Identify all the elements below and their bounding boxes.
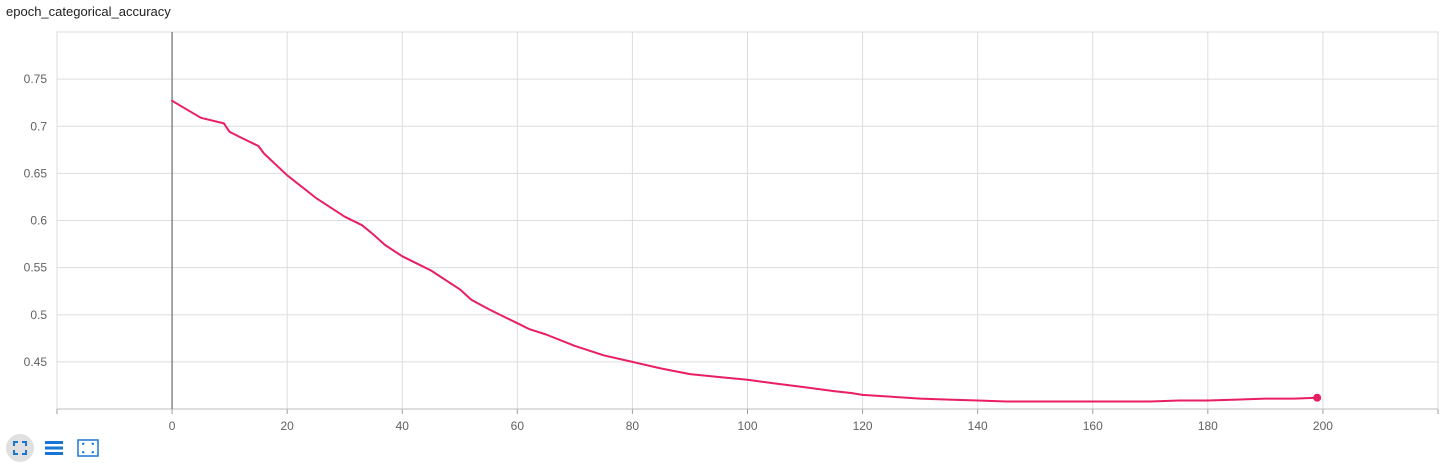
series-last-point <box>1313 393 1322 402</box>
x-tick-label: 160 <box>1083 419 1103 432</box>
x-tick-label: 180 <box>1198 419 1218 432</box>
x-tick-label: 200 <box>1313 419 1333 432</box>
series-line <box>171 99 1319 403</box>
chart-tick-labels: 0 20 40 60 80 100 120 140 160 180 200 0.45 0.5 0.55 0.… <box>24 72 1334 432</box>
y-tick-label: 0.7 <box>30 119 47 133</box>
chart-axes <box>56 32 1439 414</box>
y-tick-label: 0.6 <box>30 214 47 228</box>
y-tick-label: 0.5 <box>30 308 47 322</box>
x-tick-label: 120 <box>853 419 873 432</box>
y-tick-label: 0.75 <box>24 72 48 86</box>
x-tick-label: 0 <box>169 419 176 432</box>
y-tick-label: 0.65 <box>24 166 48 180</box>
y-tick-label: 0.55 <box>24 261 48 275</box>
data-list-button[interactable] <box>40 434 68 462</box>
fit-domain-button[interactable] <box>74 434 102 462</box>
fullscreen-icon <box>13 441 27 455</box>
x-tick-label: 40 <box>396 419 410 432</box>
x-tick-label: 100 <box>737 419 757 432</box>
chart-toolbar <box>6 434 102 462</box>
x-tick-label: 20 <box>280 419 294 432</box>
fullscreen-button[interactable] <box>6 434 34 462</box>
chart-grid <box>56 31 1439 410</box>
chart-series <box>171 99 1322 403</box>
x-tick-label: 80 <box>626 419 640 432</box>
x-tick-label: 140 <box>968 419 988 432</box>
fit-domain-icon <box>77 439 99 457</box>
chart-title: epoch_categorical_accuracy <box>6 4 171 19</box>
data-list-icon <box>45 441 63 455</box>
line-chart: 0 20 40 60 80 100 120 140 160 180 200 0.45 0.5 0.55 0.… <box>24 31 1439 432</box>
y-tick-label: 0.45 <box>24 355 48 369</box>
x-tick-label: 60 <box>511 419 525 432</box>
